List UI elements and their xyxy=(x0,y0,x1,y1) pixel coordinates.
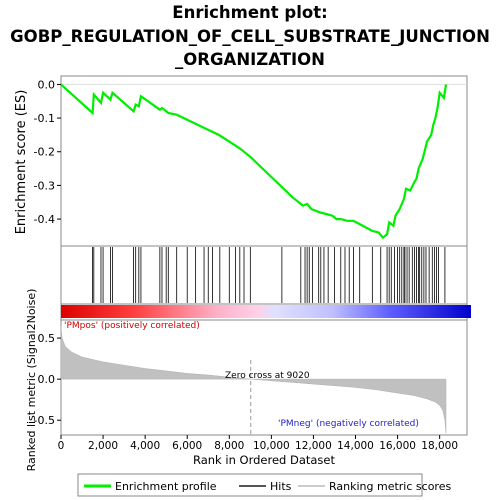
metric-ytick-label-2: -0.5 xyxy=(34,414,55,427)
es-ytick-label-4: -0.4 xyxy=(34,213,55,226)
legend-label-metric: Ranking metric scores xyxy=(329,480,451,493)
xtick-label-6: 12,000 xyxy=(295,440,332,452)
metric-area xyxy=(60,325,447,434)
xtick-label-4: 8,000 xyxy=(214,440,244,452)
metric-ytick-label-1: 0.0 xyxy=(38,373,56,386)
xtick-label-1: 2,000 xyxy=(88,440,118,452)
es-ylabel: Enrichment score (ES) xyxy=(14,90,29,235)
xlabel: Rank in Ordered Dataset xyxy=(193,453,336,467)
xtick-label-3: 6,000 xyxy=(172,440,202,452)
xtick-label-5: 10,000 xyxy=(253,440,290,452)
xtick-label-9: 18,000 xyxy=(421,440,458,452)
pos-label: 'PMpos' (positively correlated) xyxy=(64,321,200,331)
es-ytick-label-1: -0.1 xyxy=(34,112,55,125)
es-ytick-label-2: -0.2 xyxy=(34,146,55,159)
legend-label-hits: Hits xyxy=(270,480,292,493)
xtick-label-0: 0 xyxy=(58,440,65,452)
zero-cross-label: Zero cross at 9020 xyxy=(225,371,310,381)
neg-label: 'PMneg' (negatively correlated) xyxy=(278,419,419,429)
es-ytick-label-0: 0.0 xyxy=(38,78,56,91)
hits-panel-frame xyxy=(60,245,468,305)
es-ytick-label-3: -0.3 xyxy=(34,179,55,192)
axes: 0.0 -0.1 -0.2 -0.3 -0.4 0.5 0.0 -0.5 0 2,000 4,000… xyxy=(34,78,458,452)
chart-title-line-1: Enrichment plot: xyxy=(172,3,328,22)
es-line-group xyxy=(60,83,448,240)
metric-ylabel: Ranked list metric (Signal2Noise) xyxy=(25,289,38,472)
xtick-label-8: 16,000 xyxy=(379,440,416,452)
es-series-line xyxy=(60,83,448,240)
metric-area-fill xyxy=(60,325,447,434)
es-panel-frame xyxy=(60,75,468,247)
xtick-label-2: 4,000 xyxy=(130,440,160,452)
metric-ytick-label-0: 0.5 xyxy=(38,332,56,345)
legend-label-enrichment: Enrichment profile xyxy=(115,480,217,493)
chart-title-line-2: GOBP_REGULATION_OF_CELL_SUBSTRATE_JUNCTI… xyxy=(10,27,490,46)
chart-title-line-3: _ORGANIZATION xyxy=(175,50,325,69)
hit-ticks xyxy=(92,247,446,303)
xtick-label-7: 14,000 xyxy=(337,440,374,452)
ranking-color-bar xyxy=(61,305,471,318)
